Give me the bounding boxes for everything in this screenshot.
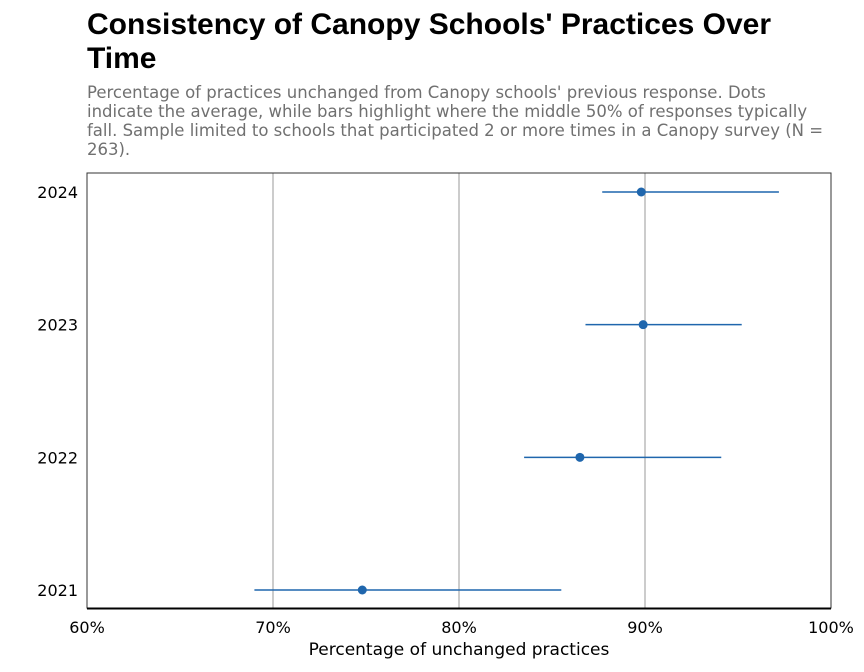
- chart-subtitle: Percentage of practices unchanged from C…: [87, 83, 824, 159]
- mean-dot-2021: [357, 585, 367, 595]
- y-tick-label: 2022: [37, 448, 78, 467]
- y-tick-label: 2023: [37, 316, 78, 335]
- x-tick-label: 80%: [441, 618, 477, 637]
- x-tick-labels: 60% 70% 80% 90% 100%: [69, 618, 854, 637]
- x-tick-label: 60%: [69, 618, 105, 637]
- mean-dot-2023: [638, 320, 648, 330]
- chart-title: Consistency of Canopy Schools' Practices…: [87, 8, 772, 75]
- x-tick-label: 100%: [808, 618, 854, 637]
- gridlines: [272, 173, 646, 608]
- x-tick-label: 90%: [627, 618, 663, 637]
- y-tick-label: 2024: [37, 183, 78, 202]
- mean-dot-2022: [575, 452, 585, 462]
- y-tick-label: 2021: [37, 581, 78, 600]
- mean-dot-2024: [636, 187, 646, 197]
- y-tick-labels: 2024 2023 2022 2021: [37, 183, 78, 600]
- x-tick-label: 70%: [255, 618, 291, 637]
- data-marks: [254, 187, 779, 595]
- x-axis-title: Percentage of unchanged practices: [309, 640, 610, 660]
